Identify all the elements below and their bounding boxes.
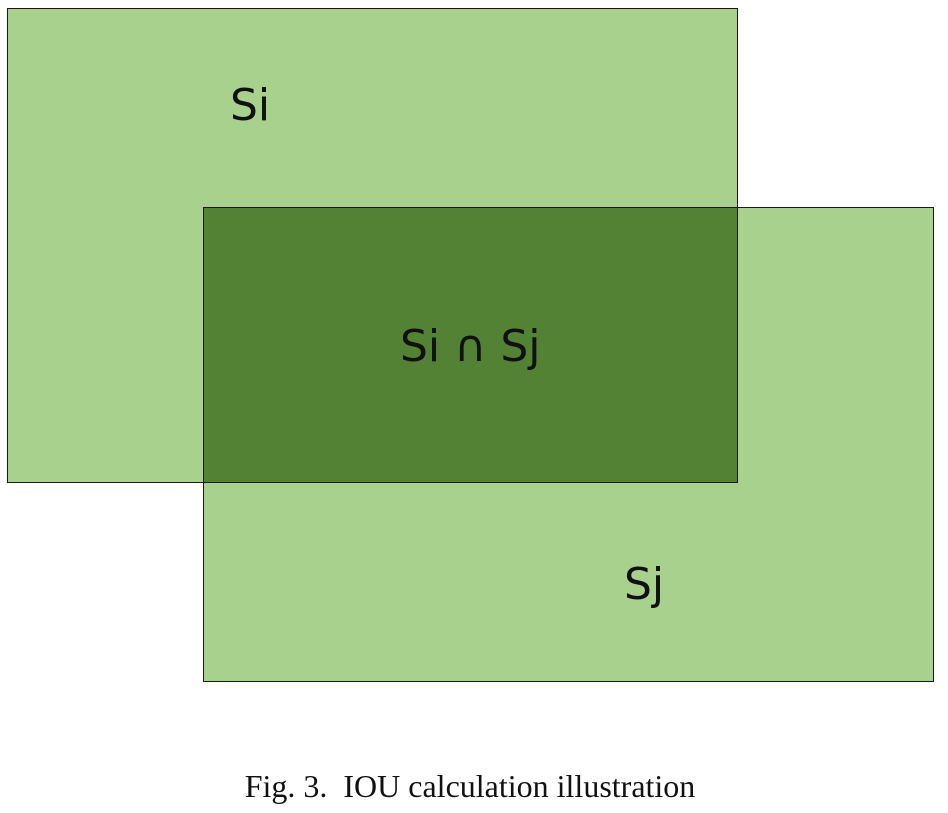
region-si-label: Si: [230, 80, 271, 131]
intersection-label: Si ∩ Sj: [400, 321, 541, 372]
iou-diagram: Si Si ∩ Sj Sj: [7, 8, 934, 682]
figure-caption: Fig. 3. IOU calculation illustration: [244, 768, 696, 804]
region-sj-label: Sj: [624, 559, 665, 610]
intersection-rect: [203, 207, 738, 483]
